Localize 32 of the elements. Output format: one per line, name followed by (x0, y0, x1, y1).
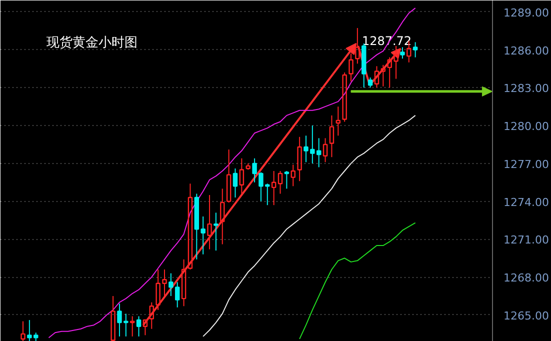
y-tick-label: 1268.00 (504, 272, 549, 285)
candlestick (232, 168, 238, 198)
candlestick (174, 282, 180, 308)
candlestick (220, 188, 225, 245)
candlestick (297, 136, 302, 182)
y-tick-label: 1283.00 (504, 82, 549, 96)
candlestick (355, 28, 360, 64)
candlestick (181, 258, 186, 307)
candlestick (252, 158, 257, 183)
y-tick-label: 1265.00 (504, 309, 549, 322)
candlestick (214, 212, 218, 252)
y-tick-label: 1274.00 (504, 196, 549, 209)
candlestick (348, 53, 354, 82)
candlestick (412, 42, 418, 58)
y-tick-label: 1289.00 (504, 6, 549, 20)
candlestick (329, 114, 334, 158)
y-tick-label: 1286.00 (504, 44, 549, 58)
line-series (202, 114, 416, 337)
y-tick-label: 1280.00 (504, 120, 549, 134)
text: 现货黄金小时图 (46, 36, 138, 50)
line-series (299, 222, 416, 340)
candlestick (168, 272, 174, 297)
candlestick (239, 158, 244, 194)
line-series (48, 8, 416, 338)
candlestick (136, 316, 142, 337)
y-tick-label: 1277.00 (504, 158, 549, 171)
candlestick (336, 106, 341, 136)
candlestick (290, 164, 296, 187)
y-tick-label: 1271.00 (504, 234, 549, 247)
candlestick (130, 316, 135, 337)
candlestick (207, 194, 212, 250)
candlestick (271, 170, 276, 206)
